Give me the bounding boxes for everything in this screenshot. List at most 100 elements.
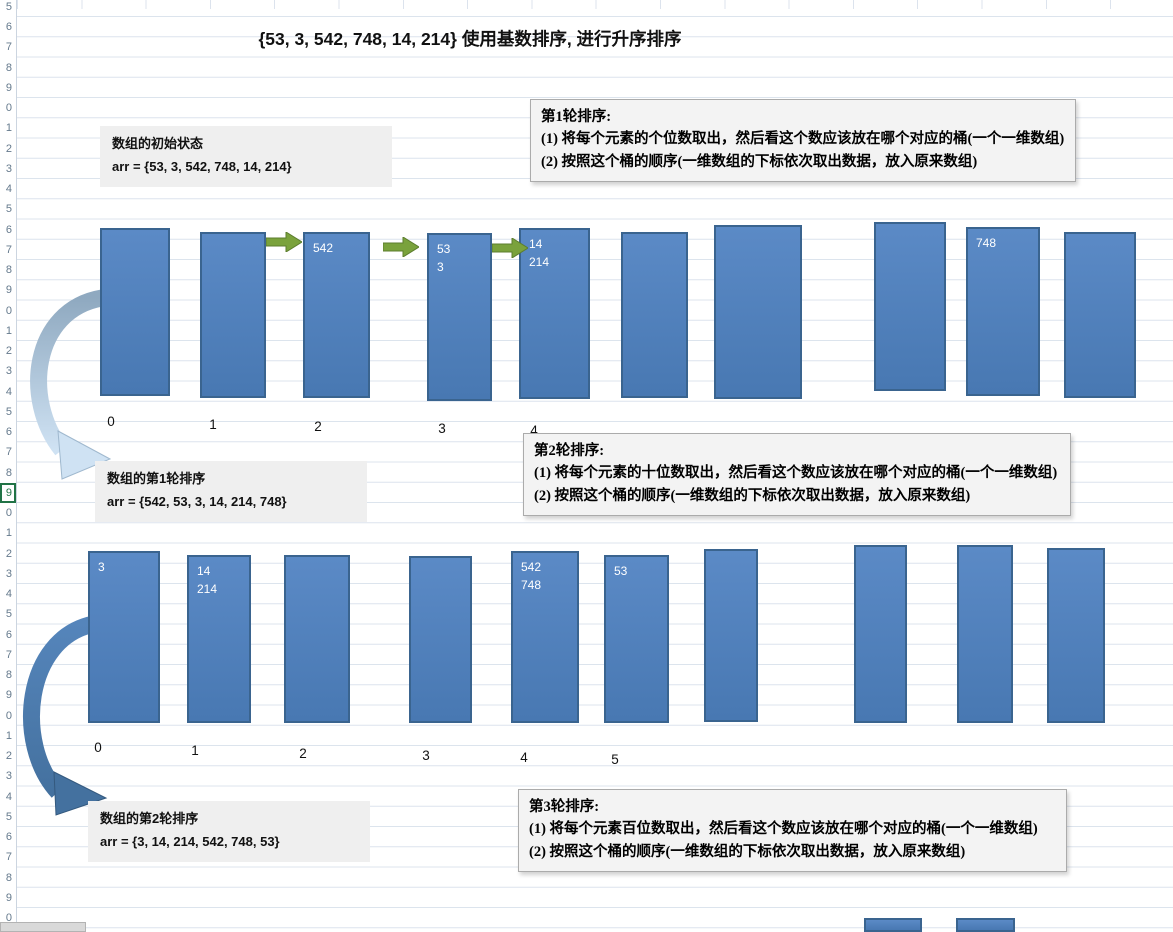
row-number[interactable]: 2 (5, 750, 12, 762)
bucket-values (286, 557, 348, 562)
bucket-bar-r1-5[interactable] (621, 232, 688, 398)
green-arrow-icon[interactable] (492, 238, 528, 258)
row-number[interactable]: 7 (5, 851, 12, 864)
row-number[interactable]: 2 (5, 547, 12, 560)
row-number[interactable]: 6 (5, 426, 12, 438)
bucket-bar-r2-5[interactable]: 53 (604, 555, 669, 723)
row-number-selected[interactable]: 9 (0, 483, 16, 503)
row-number[interactable]: 5 (5, 810, 12, 823)
bucket-index-r2-5: 5 (611, 752, 619, 767)
row-number[interactable]: 6 (5, 831, 12, 843)
row-number[interactable]: 8 (5, 669, 12, 681)
row-number[interactable]: 9 (5, 891, 12, 904)
note-round2[interactable]: 第2轮排序: (1) 将每个元素的十位数取出，然后看这个数应该放在哪个对应的桶(… (523, 433, 1071, 517)
state-initial-caption: 数组的初始状态 (112, 136, 204, 151)
bucket-index-r2-0: 0 (94, 740, 102, 755)
state-block-initial[interactable]: 数组的初始状态 arr = {53, 3, 542, 748, 14, 214} (100, 126, 392, 187)
bucket-bar-r2-3[interactable] (409, 556, 472, 723)
bucket-bar-r3-partial-1[interactable] (956, 918, 1015, 932)
green-arrow-icon[interactable] (383, 237, 419, 257)
row-number[interactable]: 0 (5, 507, 12, 519)
scrollbar-stub[interactable] (0, 922, 86, 932)
row-number[interactable]: 5 (5, 0, 12, 13)
row-number[interactable]: 4 (5, 385, 12, 398)
state-round2-caption: 数组的第2轮排序 (100, 811, 199, 826)
bucket-bar-r3-partial-0[interactable] (864, 918, 922, 932)
bucket-bar-r1-4[interactable]: 14 214 (519, 228, 590, 399)
bucket-bar-r1-3[interactable]: 53 3 (427, 233, 492, 401)
curved-flow-arrow-1[interactable] (20, 288, 120, 483)
bucket-bar-r2-8[interactable] (957, 545, 1013, 723)
row-number[interactable]: 1 (5, 324, 12, 337)
note-round2-step1: (1) 将每个元素的十位数取出，然后看这个数应该放在哪个对应的桶(一个一维数组) (534, 465, 1058, 482)
row-number[interactable]: 3 (5, 770, 12, 783)
row-number[interactable]: 7 (5, 446, 12, 459)
row-number[interactable]: 0 (5, 709, 12, 722)
bucket-index-r1-4: 4 (530, 423, 538, 438)
row-header[interactable]: 5 6 7 8 9 0 1 2 3 4 5 6 7 8 9 0 1 2 3 4 5 6 7 8 9 0 1 2 3 4 5 6 7 8 9 0 1 2 3 4… (0, 0, 17, 932)
row-number[interactable]: 2 (5, 345, 12, 357)
bucket-bar-r2-2[interactable] (284, 555, 350, 723)
row-number[interactable]: 0 (5, 912, 12, 924)
row-number[interactable]: 3 (5, 162, 12, 175)
row-number[interactable]: 3 (5, 365, 12, 378)
bucket-bar-r1-1[interactable] (200, 232, 266, 398)
row-number[interactable]: 4 (5, 183, 12, 195)
bucket-bar-r2-1[interactable]: 14 214 (187, 555, 251, 723)
row-number[interactable]: 8 (5, 264, 12, 276)
row-number[interactable]: 1 (5, 122, 12, 135)
bucket-values (411, 558, 470, 563)
row-number[interactable]: 7 (5, 41, 12, 54)
bucket-bar-r1-6[interactable] (714, 225, 802, 399)
row-number[interactable]: 5 (5, 405, 12, 418)
row-number[interactable]: 9 (5, 689, 12, 702)
state-block-round1[interactable]: 数组的第1轮排序 arr = {542, 53, 3, 14, 214, 748… (95, 461, 367, 522)
bucket-bar-r2-4[interactable]: 542 748 (511, 551, 579, 723)
row-number[interactable]: 2 (5, 142, 12, 155)
bucket-values (102, 230, 168, 235)
row-number[interactable]: 3 (5, 567, 12, 580)
curved-flow-arrow-2[interactable] (14, 612, 114, 817)
bucket-bar-r1-7[interactable] (874, 222, 946, 391)
row-number[interactable]: 0 (5, 304, 12, 317)
note-round3-title: 第3轮排序: (529, 799, 600, 815)
row-number[interactable]: 6 (5, 223, 12, 236)
state-block-round2[interactable]: 数组的第2轮排序 arr = {3, 14, 214, 542, 748, 53… (88, 801, 370, 862)
row-number[interactable]: 5 (5, 608, 12, 621)
row-number[interactable]: 7 (5, 648, 12, 661)
row-number[interactable]: 4 (5, 588, 12, 600)
bucket-values (1049, 550, 1103, 555)
row-number[interactable]: 8 (5, 871, 12, 884)
bucket-values (202, 234, 264, 239)
note-round1[interactable]: 第1轮排序: (1) 将每个元素的个位数取出，然后看这个数应该放在哪个对应的桶(… (530, 99, 1076, 183)
bucket-bar-r1-0[interactable] (100, 228, 170, 396)
row-number[interactable]: 8 (5, 61, 12, 74)
bucket-values (706, 551, 756, 556)
row-number[interactable]: 5 (5, 203, 12, 216)
column-gridline-ticks (17, 0, 1173, 9)
row-number[interactable]: 9 (5, 81, 12, 94)
bucket-bar-r2-9[interactable] (1047, 548, 1105, 723)
bucket-bar-r2-6[interactable] (704, 549, 758, 722)
row-number[interactable]: 1 (5, 729, 12, 742)
bucket-index-r2-3: 3 (422, 748, 430, 763)
row-number[interactable]: 8 (5, 466, 12, 479)
row-number[interactable]: 7 (5, 243, 12, 256)
bucket-bar-r1-8[interactable]: 748 (966, 227, 1040, 396)
row-number[interactable]: 9 (5, 284, 12, 297)
green-arrow-icon[interactable] (266, 232, 302, 252)
bucket-values: 542 748 (521, 560, 542, 592)
state-round1-array: arr = {542, 53, 3, 14, 214, 748} (107, 493, 287, 509)
row-number[interactable]: 6 (5, 21, 12, 33)
row-number[interactable]: 4 (5, 790, 12, 803)
bucket-bar-r1-9[interactable] (1064, 232, 1136, 398)
row-number[interactable]: 0 (5, 102, 12, 114)
row-number[interactable]: 6 (5, 628, 12, 641)
note-round1-step1: (1) 将每个元素的个位数取出，然后看这个数应该放在哪个对应的桶(一个一维数组) (541, 131, 1065, 148)
row-number[interactable]: 1 (5, 527, 12, 540)
bucket-bar-r2-0[interactable]: 3 (88, 551, 160, 723)
note-round3[interactable]: 第3轮排序: (1) 将每个元素百位数取出，然后看这个数应该放在哪个对应的桶(一… (518, 789, 1067, 873)
bucket-bar-r1-2[interactable]: 542 (303, 232, 370, 398)
bucket-bar-r2-7[interactable] (854, 545, 907, 723)
